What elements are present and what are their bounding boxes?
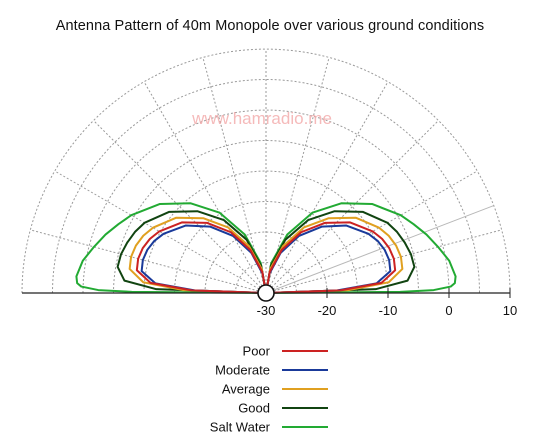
grid-ring <box>174 201 358 294</box>
watermark: www.hamradio.me <box>191 109 332 128</box>
legend-label-average: Average <box>222 382 270 397</box>
grid-spoke <box>54 170 267 294</box>
r-axis-tick-label: -20 <box>318 303 337 318</box>
r-axis-tick-label: 0 <box>445 303 452 318</box>
grid-ring <box>113 140 419 294</box>
legend-label-moderate: Moderate <box>215 363 270 378</box>
grid-spoke <box>265 229 502 294</box>
r-axis-tick-label: -10 <box>379 303 398 318</box>
legend: Poor Moderate Average Good Salt Water <box>210 344 328 435</box>
series-poor-right-lobe <box>265 221 397 294</box>
series-good-left-lobe <box>116 210 267 294</box>
r-axis: -30 -20 -10 0 10 <box>22 284 517 318</box>
series-average-right-lobe <box>265 216 404 294</box>
series-poor-left-lobe <box>135 221 267 294</box>
legend-label-salt-water: Salt Water <box>210 420 271 435</box>
grid-spoke <box>93 120 267 294</box>
grid-spoke-highlight <box>265 205 494 294</box>
origin-marker <box>257 284 275 302</box>
series-good-right-lobe <box>265 210 416 294</box>
r-axis-tick-label: 10 <box>503 303 517 318</box>
polar-grid <box>21 48 511 294</box>
grid-ring <box>82 109 450 294</box>
series-moderate-right-lobe <box>265 224 392 294</box>
series-traces <box>75 202 457 294</box>
series-salt-water-right-lobe <box>265 202 457 294</box>
legend-label-good: Good <box>238 401 270 416</box>
grid-spoke <box>265 120 439 294</box>
legend-label-poor: Poor <box>243 344 271 359</box>
series-average-left-lobe <box>128 216 267 294</box>
chart-title: Antenna Pattern of 40m Monopole over var… <box>55 18 485 34</box>
r-axis-tick-label: -30 <box>257 303 276 318</box>
series-salt-water-left-lobe <box>75 202 267 294</box>
series-moderate-left-lobe <box>140 224 267 294</box>
grid-spoke <box>143 81 267 294</box>
grid-spoke <box>265 81 389 294</box>
grid-spoke <box>30 229 267 294</box>
grid-ring <box>235 262 297 294</box>
